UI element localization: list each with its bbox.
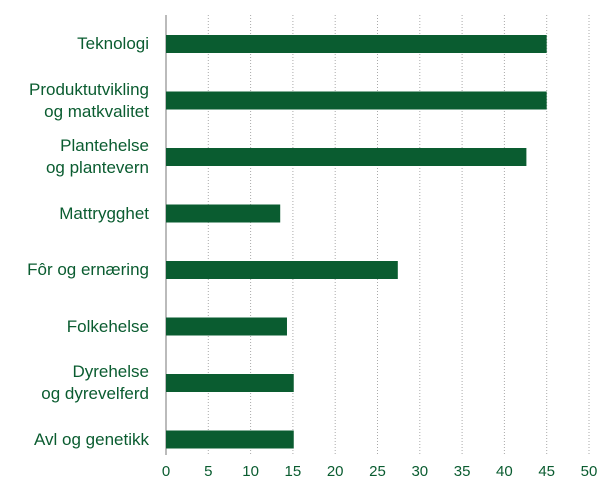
- category-label: Fôr og ernæring: [27, 260, 149, 279]
- x-tick-label: 0: [162, 463, 170, 479]
- x-tick-label: 45: [538, 463, 555, 479]
- bar: [166, 148, 527, 166]
- category-label: Plantehelse og plantevern: [45, 136, 149, 177]
- category-label: Teknologi: [77, 34, 149, 53]
- bar: [166, 204, 281, 223]
- x-tick-label: 20: [327, 463, 344, 479]
- bar: [166, 430, 294, 449]
- bar: [166, 261, 398, 279]
- x-tick-label: 35: [454, 463, 471, 479]
- x-tick-label: 40: [496, 463, 513, 479]
- x-tick-label: 10: [242, 463, 259, 479]
- bar: [166, 91, 547, 110]
- x-tick-label: 50: [581, 463, 598, 479]
- x-tick-label: 5: [204, 463, 212, 479]
- category-label: Avl og genetikk: [34, 429, 149, 449]
- category-label: Produktutvikling og matkvalitet: [28, 79, 149, 121]
- category-label: Mattrygghet: [59, 203, 149, 223]
- x-tick-label: 15: [285, 463, 302, 479]
- bar: [166, 35, 547, 53]
- category-label: Dyrehelse og dyrevelferd: [41, 362, 149, 403]
- bar: [166, 374, 294, 392]
- category-label: Folkehelse: [66, 316, 149, 336]
- x-tick-label: 30: [411, 463, 428, 479]
- x-tick-label: 25: [369, 463, 386, 479]
- bar: [166, 317, 287, 336]
